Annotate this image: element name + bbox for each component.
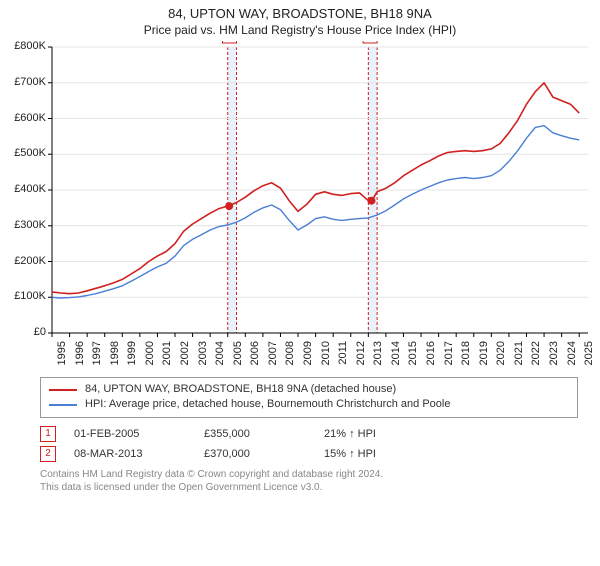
sale-point-1 xyxy=(225,202,233,210)
x-tick-label: 2018 xyxy=(460,341,472,381)
legend-item-0: 84, UPTON WAY, BROADSTONE, BH18 9NA (det… xyxy=(49,382,569,397)
legend-label: HPI: Average price, detached house, Bour… xyxy=(85,397,450,412)
x-tick-label: 2002 xyxy=(179,341,191,381)
y-tick-label: £0 xyxy=(0,326,46,338)
x-tick-label: 2013 xyxy=(372,341,384,381)
sale-marker-2: 2 xyxy=(40,446,56,462)
x-tick-label: 2015 xyxy=(407,341,419,381)
sale-price: £370,000 xyxy=(204,448,324,460)
x-tick-label: 2017 xyxy=(443,341,455,381)
y-tick-label: £700K xyxy=(0,76,46,88)
sale-point-2 xyxy=(367,197,375,205)
sale-date: 01-FEB-2005 xyxy=(74,428,204,440)
x-tick-label: 2000 xyxy=(144,341,156,381)
legend-item-1: HPI: Average price, detached house, Bour… xyxy=(49,397,569,412)
x-tick-label: 1999 xyxy=(126,341,138,381)
x-tick-label: 2021 xyxy=(513,341,525,381)
x-tick-label: 1998 xyxy=(109,341,121,381)
x-tick-label: 2023 xyxy=(548,341,560,381)
x-tick-label: 1996 xyxy=(74,341,86,381)
line-chart-svg: 12 xyxy=(6,41,594,371)
sale-pct: 15% ↑ HPI xyxy=(324,448,444,460)
x-tick-label: 2008 xyxy=(284,341,296,381)
sale-date: 08-MAR-2013 xyxy=(74,448,204,460)
attribution-line-1: Contains HM Land Registry data © Crown c… xyxy=(40,468,600,481)
x-tick-label: 2010 xyxy=(320,341,332,381)
y-tick-label: £500K xyxy=(0,147,46,159)
y-tick-label: £300K xyxy=(0,219,46,231)
y-tick-label: £800K xyxy=(0,40,46,52)
x-tick-label: 2005 xyxy=(232,341,244,381)
x-tick-label: 1997 xyxy=(91,341,103,381)
y-tick-label: £200K xyxy=(0,255,46,267)
y-tick-label: £600K xyxy=(0,112,46,124)
sale-price: £355,000 xyxy=(204,428,324,440)
x-tick-label: 2014 xyxy=(390,341,402,381)
x-tick-label: 2009 xyxy=(302,341,314,381)
x-tick-label: 2004 xyxy=(214,341,226,381)
sale-row-1: 1 01-FEB-2005£355,00021% ↑ HPI xyxy=(40,426,600,442)
chart-plot-wrap: 12 £0£100K£200K£300K£400K£500K£600K£700K… xyxy=(6,41,594,371)
chart-container: 84, UPTON WAY, BROADSTONE, BH18 9NA Pric… xyxy=(0,6,600,494)
legend-label: 84, UPTON WAY, BROADSTONE, BH18 9NA (det… xyxy=(85,382,396,397)
x-tick-label: 2007 xyxy=(267,341,279,381)
x-tick-label: 2022 xyxy=(530,341,542,381)
attribution-text: Contains HM Land Registry data © Crown c… xyxy=(40,468,600,494)
x-tick-label: 2024 xyxy=(566,341,578,381)
sale-pct: 21% ↑ HPI xyxy=(324,428,444,440)
band-marker-1: 1 xyxy=(227,41,233,43)
legend-box: 84, UPTON WAY, BROADSTONE, BH18 9NA (det… xyxy=(40,377,578,418)
x-tick-label: 2025 xyxy=(583,341,595,381)
legend-swatch xyxy=(49,404,77,406)
chart-subtitle: Price paid vs. HM Land Registry's House … xyxy=(0,23,600,37)
x-tick-label: 2020 xyxy=(495,341,507,381)
y-tick-label: £400K xyxy=(0,183,46,195)
x-tick-label: 1995 xyxy=(56,341,68,381)
legend-swatch xyxy=(49,389,77,391)
sales-table: 1 01-FEB-2005£355,00021% ↑ HPI 2 08-MAR-201… xyxy=(40,426,600,462)
x-tick-label: 2001 xyxy=(161,341,173,381)
x-tick-label: 2016 xyxy=(425,341,437,381)
x-tick-label: 2006 xyxy=(249,341,261,381)
sale-marker-1: 1 xyxy=(40,426,56,442)
x-tick-label: 2019 xyxy=(478,341,490,381)
x-tick-label: 2003 xyxy=(197,341,209,381)
chart-title: 84, UPTON WAY, BROADSTONE, BH18 9NA xyxy=(0,6,600,21)
sale-row-2: 2 08-MAR-2013£370,00015% ↑ HPI xyxy=(40,446,600,462)
band-marker-2: 2 xyxy=(367,41,373,43)
x-tick-label: 2012 xyxy=(355,341,367,381)
x-tick-label: 2011 xyxy=(337,341,349,381)
y-tick-label: £100K xyxy=(0,290,46,302)
attribution-line-2: This data is licensed under the Open Gov… xyxy=(40,481,600,494)
